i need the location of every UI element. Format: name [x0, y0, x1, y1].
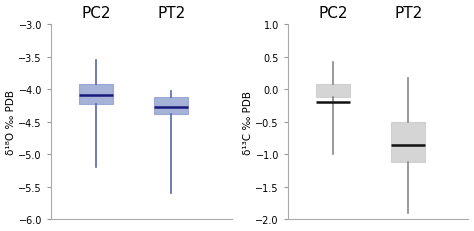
- PathPatch shape: [316, 85, 350, 98]
- PathPatch shape: [392, 122, 425, 163]
- PathPatch shape: [79, 85, 113, 104]
- Y-axis label: δ¹⁸O ‰ PDB: δ¹⁸O ‰ PDB: [6, 90, 16, 155]
- PathPatch shape: [155, 98, 188, 115]
- Y-axis label: δ¹³C ‰ PDB: δ¹³C ‰ PDB: [243, 91, 253, 154]
